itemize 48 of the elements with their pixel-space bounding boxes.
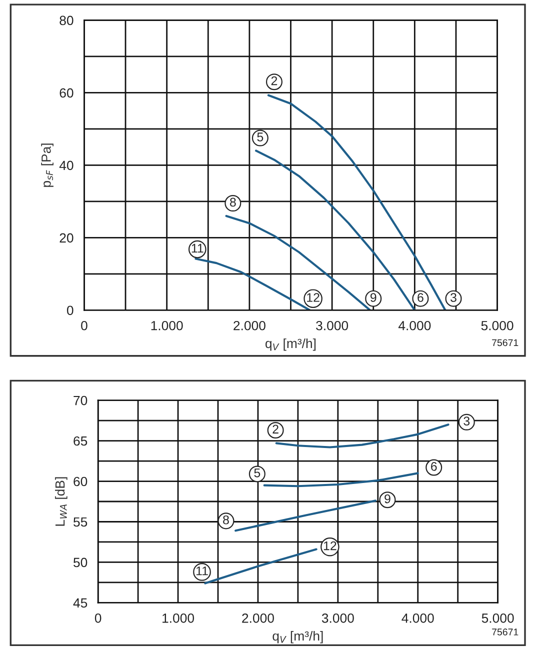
x-tick-label: 5.000: [481, 320, 514, 330]
y-tick-label: 0: [66, 306, 74, 316]
annotation: 12: [307, 293, 320, 302]
annotation: 9: [370, 293, 376, 302]
line-series: [263, 472, 419, 488]
line-series: [267, 94, 446, 310]
annotation: 6: [418, 293, 424, 302]
annotation: 3: [464, 416, 470, 426]
y-axis-title: p$_{sF}$ [Pa]: [41, 144, 54, 187]
y-tick-label: 45: [73, 598, 88, 608]
y-tick-label: 50: [74, 558, 88, 568]
x-tick-label: 5.000: [482, 613, 514, 623]
x-tick-label: 3.000: [316, 320, 348, 330]
x-tick-label: 0: [94, 613, 102, 623]
x-tick-label: 4.000: [402, 613, 434, 623]
y-tick-label: 65: [74, 436, 88, 446]
annotation: 8: [230, 198, 236, 207]
y-tick-label: 60: [74, 476, 88, 486]
annotation: 11: [192, 244, 204, 253]
y-tick-label: 55: [74, 517, 88, 527]
text: 75671: [492, 339, 518, 346]
text: 75671: [492, 628, 518, 636]
x-tick-label: 3.000: [322, 613, 354, 623]
annotation: 8: [223, 515, 229, 524]
y-tick-label: 70: [74, 396, 88, 406]
y-tick-label: 60: [60, 88, 74, 98]
x-tick-label: 1.000: [162, 613, 194, 623]
x-axis-title: q$_{V}$ [m³/h]: [272, 630, 323, 644]
x-tick-label: 1.000: [151, 320, 183, 330]
y-tick-label: 40: [59, 160, 74, 170]
annotation: 11: [196, 566, 208, 576]
line-series: [225, 214, 372, 310]
annotation: 9: [384, 494, 390, 504]
annotation: 5: [254, 468, 260, 478]
annotation: 12: [324, 541, 336, 550]
x-axis-title: q$_{V}$ [m³/h]: [266, 338, 316, 351]
annotation: 2: [271, 76, 278, 86]
y-axis-title: L$_{WA}$ [dB]: [55, 477, 68, 526]
annotation: 5: [257, 132, 264, 142]
x-tick-label: 2.000: [234, 320, 266, 330]
annotation: 6: [431, 462, 437, 471]
y-tick-label: 80: [60, 16, 74, 26]
annotation: 3: [450, 293, 456, 302]
y-tick-label: 20: [60, 233, 74, 243]
line-series: [255, 150, 416, 310]
annotation: 2: [272, 424, 278, 434]
x-tick-label: 4.000: [398, 320, 431, 330]
x-tick-label: 2.000: [242, 613, 274, 623]
